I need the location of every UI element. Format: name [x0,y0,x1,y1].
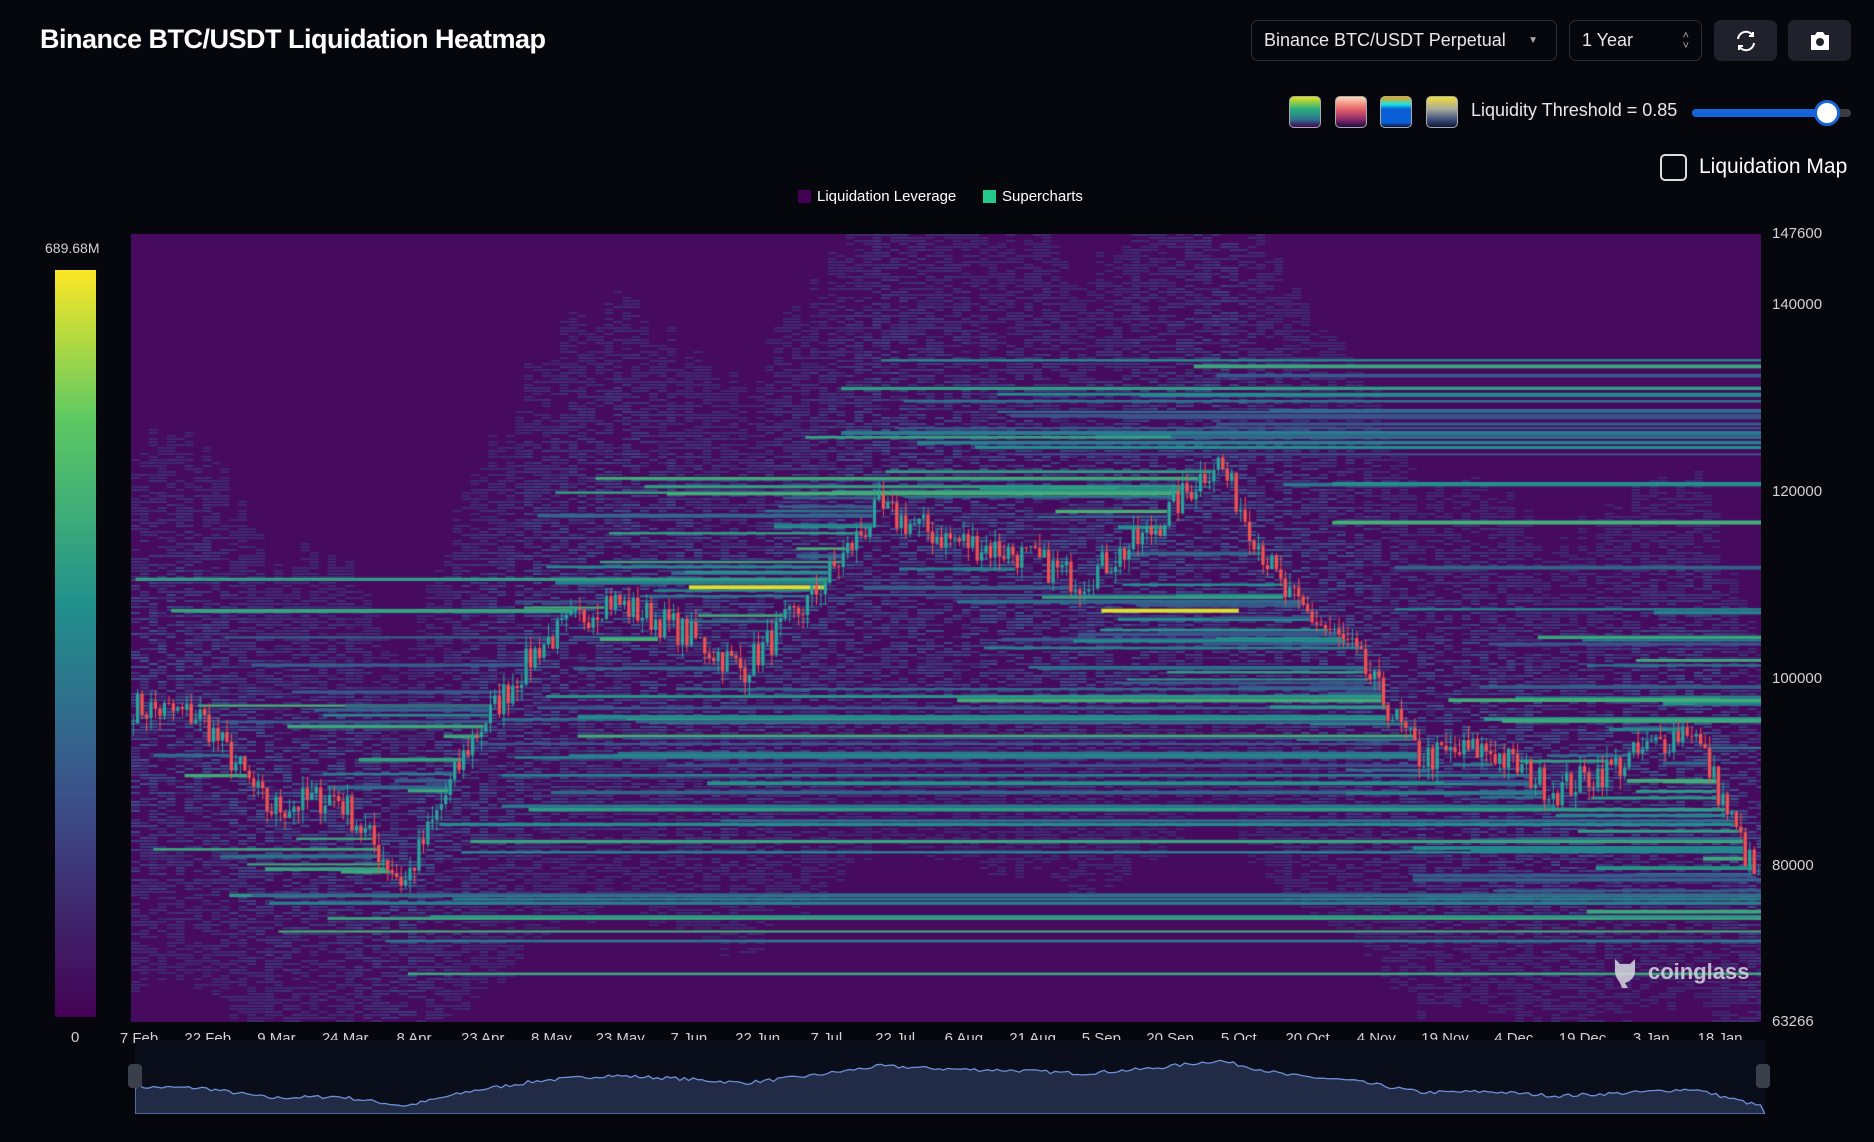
updown-icon: ˄ ˅ [1682,29,1689,52]
colorbar [55,270,96,1017]
y-tick-label: 80000 [1772,856,1814,874]
y-tick-label: 147600 [1772,225,1823,242]
legend-swatch [983,190,996,203]
legend-supercharts[interactable]: Supercharts [983,188,1083,205]
navigator-left-handle[interactable] [128,1064,142,1088]
navigator-price-area [134,1059,1767,1115]
range-select[interactable]: 1 Year ˄ ˅ [1569,20,1702,61]
legend-label: Liquidation Leverage [817,188,957,205]
y-tick-label: 63266 [1772,1013,1814,1030]
colorbar-max-label: 689.68M [45,240,100,256]
pair-select[interactable]: Binance BTC/USDT Perpetual ▼ [1251,20,1557,61]
y-tick-label: 100000 [1772,669,1823,687]
liquidation-map-checkbox[interactable] [1660,154,1687,181]
palette-blue[interactable] [1380,96,1412,128]
pair-select-value: Binance BTC/USDT Perpetual [1264,30,1506,50]
palette-cividis[interactable] [1426,96,1458,128]
liquidation-heatmap[interactable] [131,234,1761,1022]
y-tick-label: 120000 [1772,482,1823,500]
palette-magma[interactable] [1335,96,1367,128]
screenshot-button[interactable] [1788,20,1851,61]
coinglass-watermark: coinglass [1610,955,1749,989]
y-tick-label: 140000 [1772,296,1823,313]
navigator-area [134,1059,1767,1115]
range-select-value: 1 Year [1582,30,1634,50]
watermark-text: coinglass [1648,959,1750,984]
refresh-icon [1736,30,1755,51]
page-title: Binance BTC/USDT Liquidation Heatmap [40,24,546,54]
threshold-label: Liquidity Threshold = 0.85 [1471,100,1678,120]
palette-viridis[interactable] [1289,96,1321,128]
navigator-right-handle[interactable] [1756,1064,1770,1088]
threshold-slider-handle[interactable] [1814,100,1841,126]
colorbar-min-label: 0 [71,1029,80,1046]
caret-down-icon: ▼ [1528,35,1538,46]
legend-swatch [798,190,811,203]
legend-label: Supercharts [1002,188,1083,205]
camera-icon [1810,31,1829,50]
range-navigator[interactable] [134,1040,1767,1115]
liquidation-map-label[interactable]: Liquidation Map [1699,155,1848,178]
threshold-slider-fill [1692,109,1828,117]
legend-liquidation-leverage[interactable]: Liquidation Leverage [798,188,956,205]
coinglass-logo-icon [1615,959,1635,988]
refresh-button[interactable] [1714,20,1777,61]
